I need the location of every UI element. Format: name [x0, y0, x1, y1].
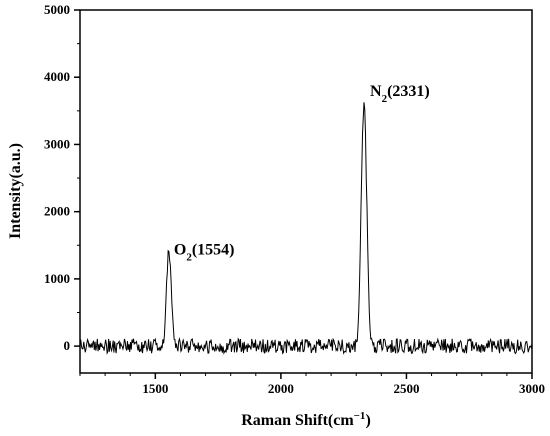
o2-wavenumber: (1554) [192, 242, 235, 259]
n2-peak-annotation: N2(2331) [370, 83, 430, 105]
y-axis-ticks [74, 9, 80, 347]
n2-symbol: N [370, 83, 382, 100]
plot-frame [79, 9, 533, 374]
x-tick-label: 1500 [142, 381, 168, 396]
x-axis-title-suffix: ) [365, 412, 370, 429]
y-tick-label: 2000 [44, 204, 70, 219]
y-axis-tick-labels: 0 1000 2000 3000 4000 5000 [44, 2, 70, 353]
o2-peak-annotation: O2(1554) [174, 242, 235, 264]
y-tick-label: 3000 [44, 136, 70, 151]
x-tick-label: 2500 [393, 381, 419, 396]
n2-wavenumber: (2331) [387, 83, 430, 100]
o2-subscript: 2 [186, 252, 192, 264]
minor-tick-marks [77, 43, 508, 376]
x-axis-title-prefix: Raman Shift(cm [241, 412, 354, 429]
y-tick-label: 1000 [44, 271, 70, 286]
x-axis-ticks [154, 373, 533, 379]
x-axis-title: Raman Shift(cm−1) [241, 410, 371, 429]
n2-subscript: 2 [382, 93, 388, 105]
x-axis-tick-labels: 1500 2000 2500 3000 [142, 381, 545, 396]
o2-symbol: O [174, 242, 186, 259]
y-axis-title: Intensity(a.u.) [7, 143, 24, 239]
peak-annotations: O2(1554) N2(2331) [174, 83, 430, 264]
y-tick-label: 5000 [44, 2, 70, 17]
x-axis-title-superscript: −1 [354, 410, 366, 422]
y-tick-label: 0 [64, 338, 71, 353]
spectrum-line [79, 102, 533, 355]
x-tick-label: 3000 [519, 381, 545, 396]
x-tick-label: 2000 [268, 381, 294, 396]
plot-border [79, 9, 533, 374]
y-tick-label: 4000 [44, 69, 70, 84]
